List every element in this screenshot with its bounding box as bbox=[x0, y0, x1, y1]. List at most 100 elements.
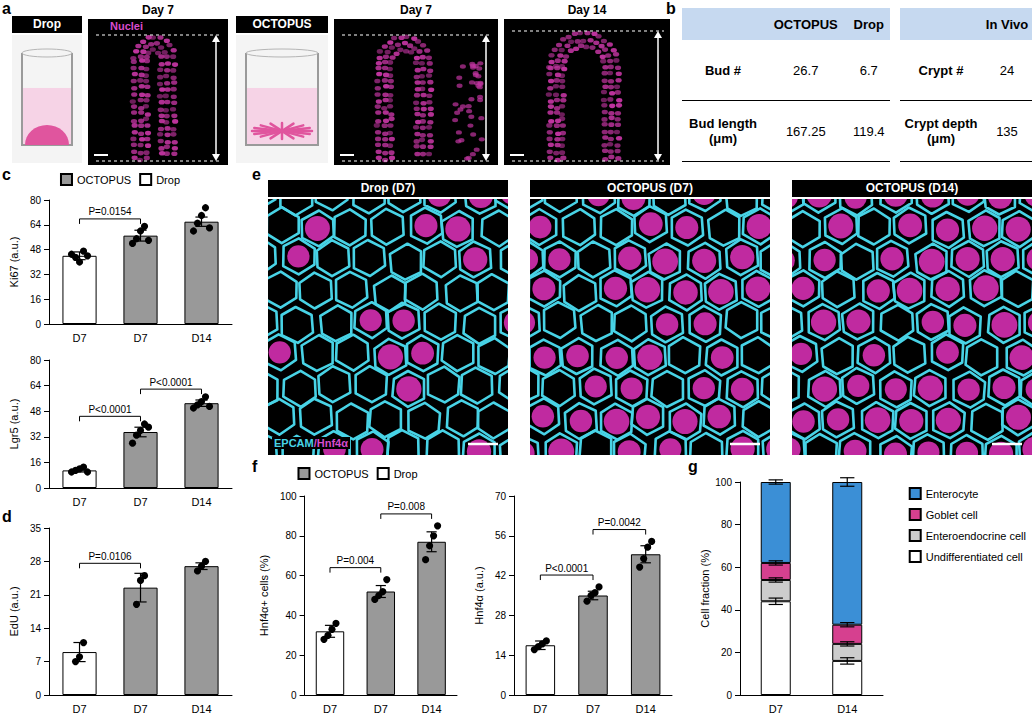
svg-text:D7: D7 bbox=[374, 703, 388, 715]
svg-text:D14: D14 bbox=[422, 703, 442, 715]
svg-text:0: 0 bbox=[35, 319, 41, 330]
html-text:OCTOPUS (D7): OCTOPUS (D7) bbox=[607, 181, 693, 195]
html-text:OCTOPUS: OCTOPUS bbox=[252, 17, 312, 31]
svg-text:40: 40 bbox=[721, 604, 733, 615]
svg-text:Drop: Drop bbox=[394, 468, 418, 480]
svg-text:P=0.008: P=0.008 bbox=[387, 501, 425, 512]
svg-text:0: 0 bbox=[291, 690, 297, 701]
svg-text:100: 100 bbox=[280, 491, 297, 502]
svg-text:80: 80 bbox=[30, 195, 42, 206]
svg-text:D7: D7 bbox=[323, 703, 337, 715]
svg-text:D7: D7 bbox=[533, 703, 547, 715]
svg-text:D14: D14 bbox=[191, 703, 211, 715]
html-text:6.7: 6.7 bbox=[859, 62, 878, 78]
svg-text:Enterocyte: Enterocyte bbox=[926, 488, 979, 500]
html-text:In Vivo: In Vivo bbox=[985, 16, 1029, 32]
svg-text:D14: D14 bbox=[837, 703, 857, 715]
html-text:Drop: Drop bbox=[853, 16, 884, 32]
svg-text:35: 35 bbox=[30, 523, 42, 534]
svg-text:0: 0 bbox=[726, 690, 732, 701]
svg-text:D7: D7 bbox=[586, 703, 600, 715]
html-text:Crypt #: Crypt # bbox=[918, 62, 964, 78]
svg-text:D14: D14 bbox=[191, 332, 211, 344]
svg-text:0: 0 bbox=[500, 690, 506, 701]
svg-text:P<0.0001: P<0.0001 bbox=[545, 563, 589, 574]
svg-text:28: 28 bbox=[495, 610, 507, 621]
svg-text:20: 20 bbox=[285, 650, 297, 661]
svg-text:80: 80 bbox=[285, 530, 297, 541]
svg-text:64: 64 bbox=[30, 219, 42, 230]
html-text:Drop: Drop bbox=[33, 17, 61, 31]
svg-text:0: 0 bbox=[35, 690, 41, 701]
svg-text:Enteroendocrine cell: Enteroendocrine cell bbox=[926, 530, 1026, 542]
svg-text:Drop: Drop bbox=[156, 174, 180, 186]
svg-text:P<0.0001: P<0.0001 bbox=[149, 377, 193, 388]
svg-text:0: 0 bbox=[35, 483, 41, 494]
html-text:Day 7: Day 7 bbox=[142, 3, 174, 17]
svg-text:64: 64 bbox=[30, 380, 42, 391]
svg-text:Hnf4α (a.u.): Hnf4α (a.u.) bbox=[473, 566, 485, 624]
svg-text:40: 40 bbox=[285, 610, 297, 621]
html-text:Bud length (μm): Bud length (μm) bbox=[689, 116, 757, 146]
html-text:26.7: 26.7 bbox=[793, 62, 819, 78]
svg-text:D7: D7 bbox=[133, 496, 147, 508]
svg-text:OCTOPUS: OCTOPUS bbox=[77, 174, 131, 186]
svg-text:80: 80 bbox=[721, 519, 733, 530]
svg-text:P<0.0001: P<0.0001 bbox=[88, 404, 132, 415]
html-text:135: 135 bbox=[996, 123, 1018, 139]
svg-text:D7: D7 bbox=[72, 703, 86, 715]
svg-text:80: 80 bbox=[30, 355, 42, 366]
html-text:24: 24 bbox=[999, 62, 1015, 78]
html-text:Bud #: Bud # bbox=[704, 62, 742, 78]
svg-text:28: 28 bbox=[30, 556, 42, 567]
svg-text:D7: D7 bbox=[769, 703, 783, 715]
svg-text:48: 48 bbox=[30, 406, 42, 417]
svg-text:14: 14 bbox=[495, 650, 507, 661]
svg-text:48: 48 bbox=[30, 244, 42, 255]
svg-text:P=0.0154: P=0.0154 bbox=[88, 206, 132, 217]
svg-text:14: 14 bbox=[30, 623, 42, 634]
svg-text:20: 20 bbox=[721, 647, 733, 658]
svg-text:OCTOPUS: OCTOPUS bbox=[314, 468, 368, 480]
svg-text:P=0.0042: P=0.0042 bbox=[598, 517, 642, 528]
svg-text:D7: D7 bbox=[72, 496, 86, 508]
html-text:EPCAM /Hnf4α: EPCAM /Hnf4α bbox=[274, 437, 348, 449]
svg-text:Ki67 (a.u.): Ki67 (a.u.) bbox=[8, 237, 20, 288]
svg-text:70: 70 bbox=[495, 491, 507, 502]
html-text:119.4: 119.4 bbox=[853, 123, 885, 139]
html-text:OCTOPUS (D14): OCTOPUS (D14) bbox=[865, 181, 959, 195]
svg-text:100: 100 bbox=[715, 477, 732, 488]
svg-text:D14: D14 bbox=[191, 496, 211, 508]
svg-text:Undifferentiated cell: Undifferentiated cell bbox=[926, 551, 1023, 563]
svg-text:56: 56 bbox=[495, 530, 507, 541]
svg-text:32: 32 bbox=[30, 431, 42, 442]
svg-text:7: 7 bbox=[35, 656, 41, 667]
svg-text:60: 60 bbox=[721, 562, 733, 573]
html-text:Crypt depth (μm): Crypt depth (μm) bbox=[904, 116, 978, 146]
svg-text:42: 42 bbox=[495, 570, 507, 581]
svg-text:D7: D7 bbox=[72, 332, 86, 344]
html-text:Drop (D7): Drop (D7) bbox=[360, 181, 416, 195]
html-text:Day 14: Day 14 bbox=[567, 3, 607, 17]
svg-text:Hnf4α+ cells (%): Hnf4α+ cells (%) bbox=[258, 555, 270, 636]
html-text:167.25: 167.25 bbox=[785, 123, 826, 139]
svg-text:D14: D14 bbox=[636, 703, 656, 715]
svg-text:16: 16 bbox=[30, 294, 42, 305]
svg-text:Goblet cell: Goblet cell bbox=[926, 509, 978, 521]
html-text:Nuclei: Nuclei bbox=[110, 20, 143, 32]
html-text:Day 7: Day 7 bbox=[400, 3, 432, 17]
svg-text:D7: D7 bbox=[133, 703, 147, 715]
html-text:d: d bbox=[2, 508, 12, 525]
html-text:OCTOPUS: OCTOPUS bbox=[773, 16, 838, 32]
svg-text:Cell fraction (%): Cell fraction (%) bbox=[699, 549, 711, 627]
svg-text:32: 32 bbox=[30, 269, 42, 280]
svg-text:P=0.004: P=0.004 bbox=[337, 555, 375, 566]
svg-text:21: 21 bbox=[30, 589, 42, 600]
svg-text:Lgr5 (a.u.): Lgr5 (a.u.) bbox=[8, 399, 20, 450]
svg-text:16: 16 bbox=[30, 457, 42, 468]
svg-text:EdU (a.u.): EdU (a.u.) bbox=[8, 586, 20, 636]
svg-text:P=0.0106: P=0.0106 bbox=[88, 551, 132, 562]
svg-text:D7: D7 bbox=[133, 332, 147, 344]
svg-text:60: 60 bbox=[285, 570, 297, 581]
html-text:b: b bbox=[666, 0, 676, 17]
